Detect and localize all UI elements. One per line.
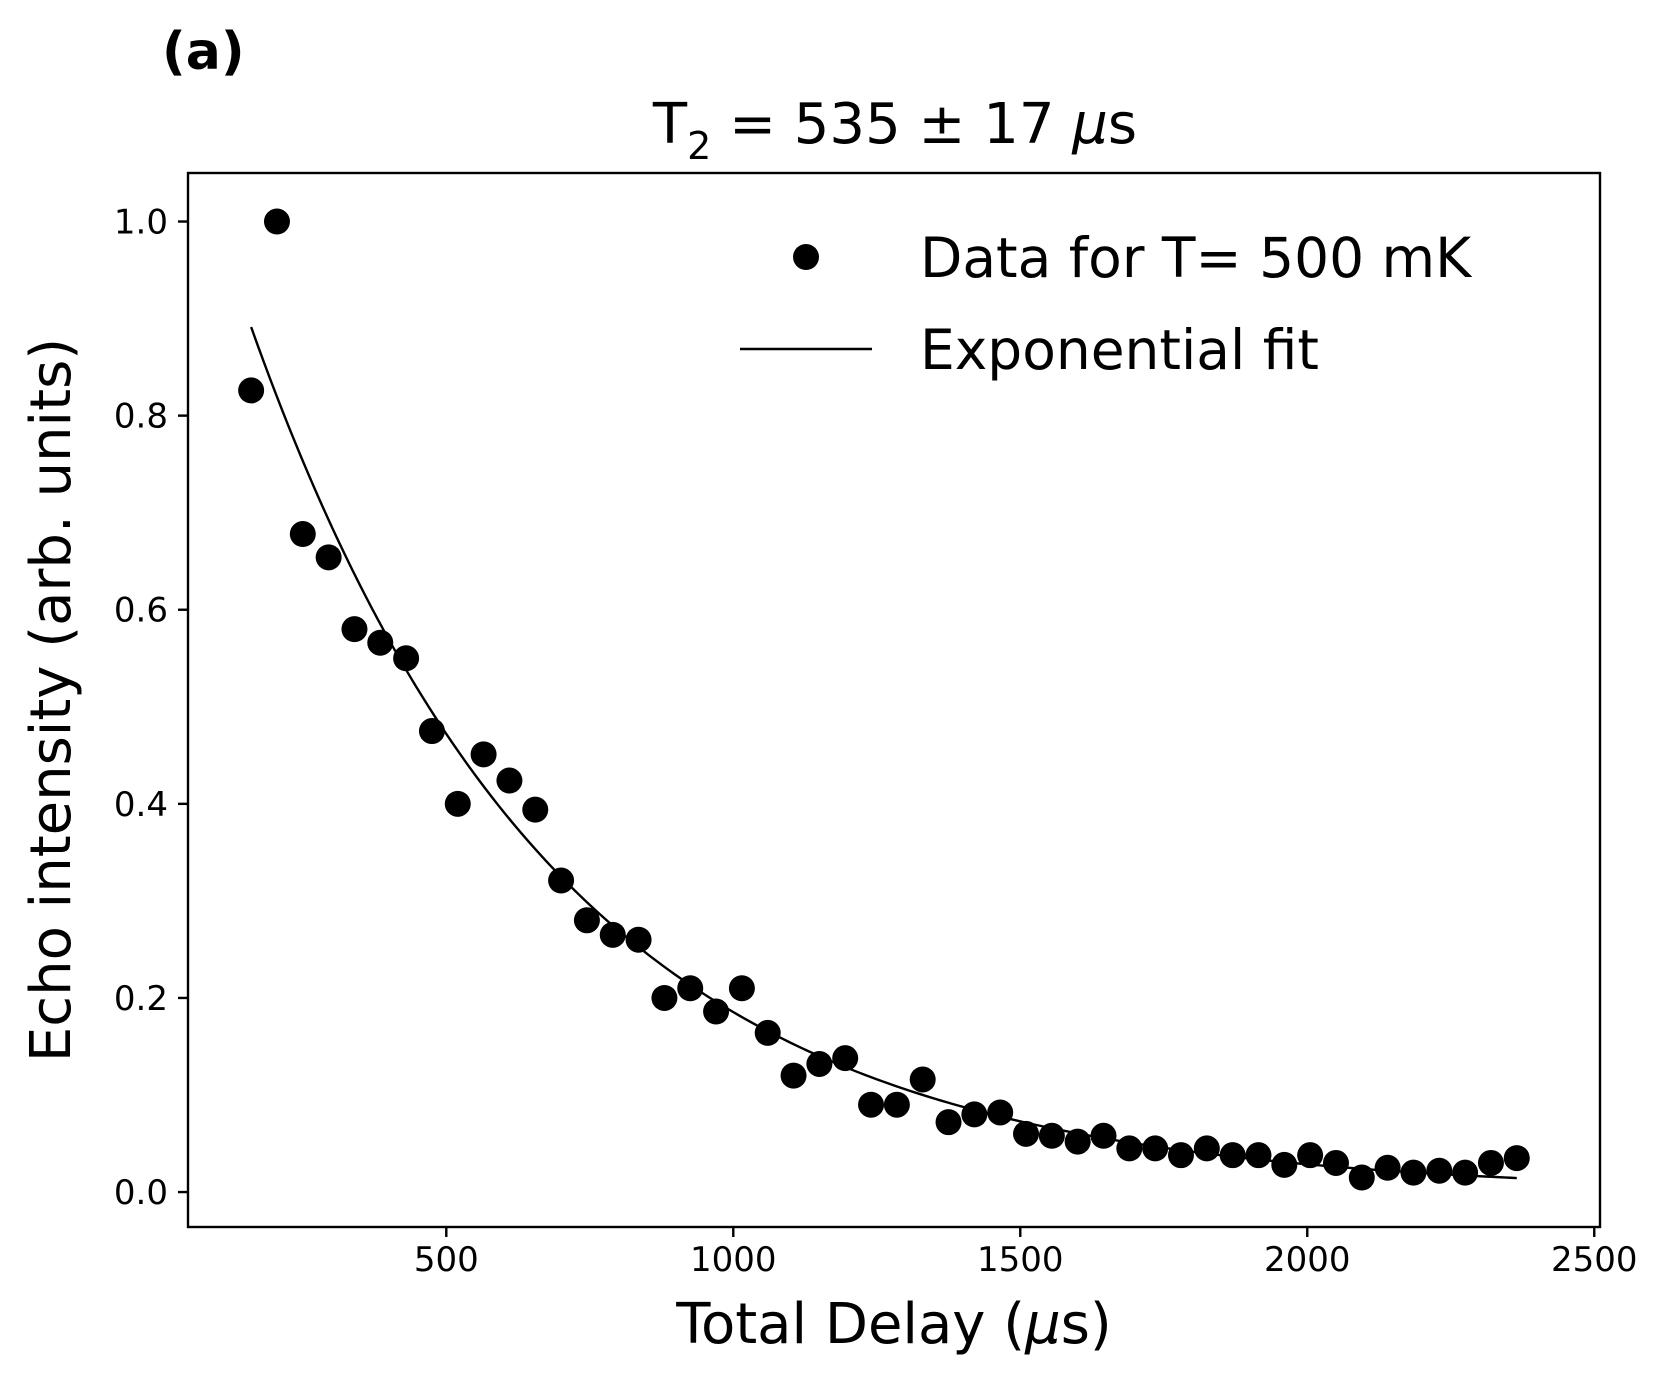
data-point [393,645,420,672]
data-point [1142,1135,1169,1162]
data-point [780,1062,807,1089]
data-point [754,1019,781,1046]
data-point [1400,1159,1427,1186]
data-point [367,629,394,656]
data-point [625,926,652,953]
data-point [315,544,342,571]
y-tick-label: 0.8 [114,397,168,437]
data-point [341,616,368,643]
x-ticks: 500 1000 1500 2000 2500 [414,1227,1638,1280]
data-point [1064,1128,1091,1155]
x-tick-label: 2000 [1264,1240,1351,1280]
xlabel-mu: μ [1025,1292,1061,1357]
title-prefix: T [652,92,688,157]
data-point [289,521,316,548]
data-point [677,975,704,1002]
data-point [599,921,626,948]
data-point [522,796,549,823]
legend-marker-data [793,244,819,270]
y-ticks: 0.0 0.2 0.4 0.6 0.8 1.0 [114,203,188,1213]
y-tick-label: 0.2 [114,979,168,1019]
points-layer [238,208,1530,1191]
legend: Data for T= 500 mK Exponential fit [740,226,1473,382]
data-point [263,208,290,235]
data-point [703,998,730,1025]
data-point [444,790,471,817]
data-point [1013,1120,1040,1147]
data-point [1038,1122,1065,1149]
xlabel-suffix: s) [1060,1292,1112,1357]
data-point [858,1091,885,1118]
data-point [1245,1142,1272,1169]
data-point [935,1109,962,1136]
data-point [1116,1135,1143,1162]
fit-line [250,326,1517,1180]
data-point [470,741,497,768]
data-point [1271,1151,1298,1178]
data-point [1348,1164,1375,1191]
data-point [1297,1142,1324,1169]
y-tick-label: 0.4 [114,785,168,825]
x-tick-label: 2500 [1551,1240,1638,1280]
data-point [1322,1149,1349,1176]
title-middle: = 535 ± 17 [711,92,1073,157]
data-point [238,377,265,404]
x-tick-label: 500 [414,1240,479,1280]
data-point [987,1099,1014,1126]
data-point [1477,1149,1504,1176]
chart-title: T2 = 535 ± 17 μs [0,92,1661,168]
data-point [1452,1159,1479,1186]
data-point [806,1050,833,1077]
x-tick-label: 1000 [690,1240,777,1280]
title-mu: μ [1072,92,1108,157]
data-point [548,867,575,894]
title-suffix: s [1107,92,1138,157]
data-point [1219,1142,1246,1169]
data-point [573,907,600,934]
data-point [909,1066,936,1093]
data-point [1503,1145,1530,1172]
data-point [1426,1157,1453,1184]
plot-frame [186,171,1602,1229]
fit-layer [250,326,1517,1180]
data-point [1193,1135,1220,1162]
legend-label-data: Data for T= 500 mK [920,226,1473,290]
data-point [1167,1142,1194,1169]
x-tick-label: 1500 [977,1240,1064,1280]
data-point [1374,1154,1401,1181]
y-axis-label: Echo intensity (arb. units) [19,338,84,1062]
data-point [728,975,755,1002]
data-point [1090,1122,1117,1149]
xlabel-prefix: Total Delay ( [676,1292,1026,1357]
legend-label-fit: Exponential fit [920,318,1319,382]
x-axis-label: Total Delay (μs) [188,1292,1600,1357]
y-tick-label: 0.6 [114,591,168,631]
data-point [418,718,445,745]
data-point [651,984,678,1011]
data-point [832,1045,859,1072]
y-tick-label: 1.0 [114,203,168,243]
y-tick-label: 0.0 [114,1173,168,1213]
panel-label: (a) [162,22,245,82]
data-point [496,767,523,794]
data-point [961,1101,988,1128]
data-point [883,1091,910,1118]
title-subscript: 2 [687,124,712,168]
